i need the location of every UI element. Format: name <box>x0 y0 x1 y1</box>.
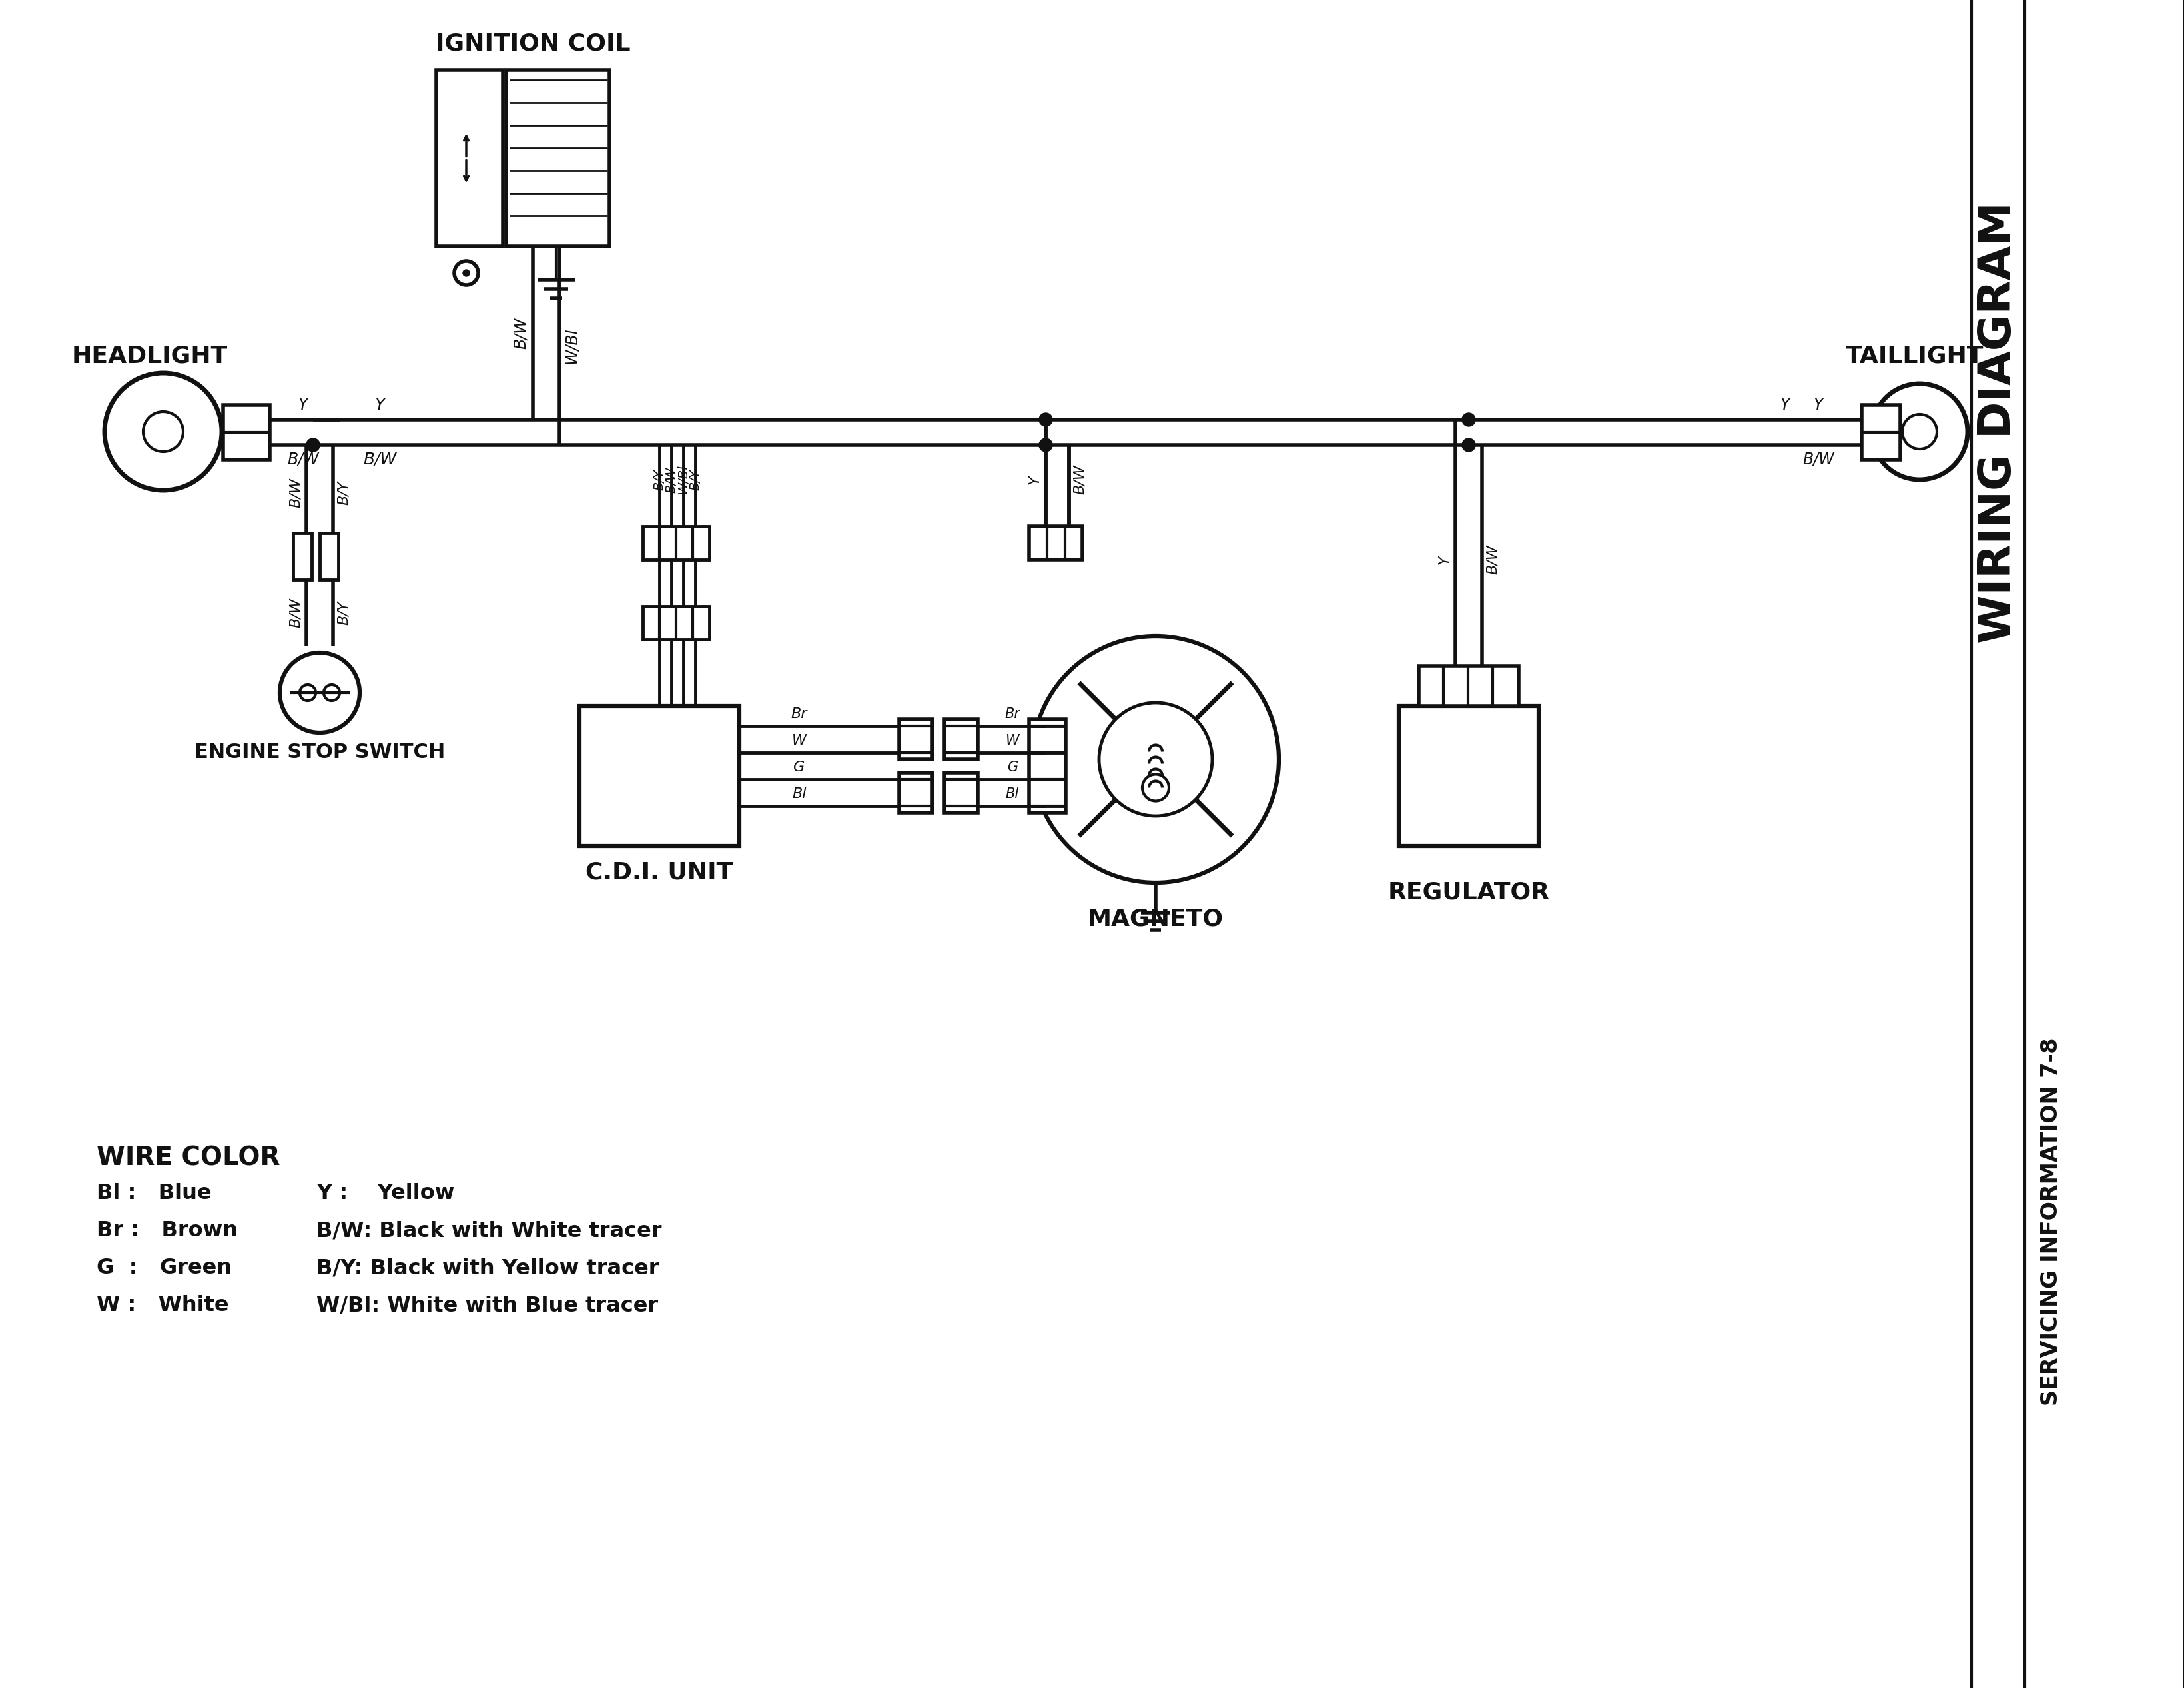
Text: G: G <box>793 761 804 775</box>
Bar <box>943 719 978 760</box>
Text: REGULATOR: REGULATOR <box>1387 881 1548 905</box>
Bar <box>900 773 933 812</box>
Text: Bl: Bl <box>793 787 806 800</box>
Text: Bl :   Blue: Bl : Blue <box>96 1183 212 1204</box>
Bar <box>1861 405 1900 459</box>
Text: B/Y: B/Y <box>653 469 666 490</box>
Text: W :   White: W : White <box>96 1295 229 1315</box>
Text: C.D.I. UNIT: C.D.I. UNIT <box>585 861 734 885</box>
Circle shape <box>1461 439 1474 452</box>
Text: W/Bl: W/Bl <box>563 327 579 365</box>
Text: B/W: B/W <box>1072 464 1085 495</box>
Bar <box>507 69 609 246</box>
Text: B/Y: B/Y <box>688 469 701 490</box>
Text: B/Y: B/Y <box>336 601 349 625</box>
Text: Y: Y <box>1029 474 1042 484</box>
Bar <box>437 69 502 246</box>
Text: B/W: B/W <box>1802 452 1835 468</box>
Circle shape <box>1461 414 1474 427</box>
Circle shape <box>463 270 470 277</box>
Bar <box>319 533 339 579</box>
Text: Br: Br <box>791 707 808 721</box>
Text: Y: Y <box>1780 397 1789 414</box>
Circle shape <box>306 439 319 452</box>
Text: Y: Y <box>299 397 308 414</box>
Text: B/W: Black with White tracer: B/W: Black with White tracer <box>317 1220 662 1241</box>
Bar <box>900 719 933 760</box>
Text: B/W: B/W <box>288 598 301 628</box>
Bar <box>642 606 710 640</box>
Bar <box>293 533 312 579</box>
Text: W: W <box>791 734 806 748</box>
Circle shape <box>1040 439 1053 452</box>
Bar <box>642 527 710 559</box>
Text: G  :   Green: G : Green <box>96 1258 232 1278</box>
Circle shape <box>306 439 319 452</box>
Bar <box>943 773 978 812</box>
Text: Bl: Bl <box>1005 787 1018 800</box>
Text: W/Bl: White with Blue tracer: W/Bl: White with Blue tracer <box>317 1295 657 1315</box>
Text: Y :    Yellow: Y : Yellow <box>317 1183 454 1204</box>
Bar <box>1417 667 1518 706</box>
Circle shape <box>1040 414 1053 427</box>
Text: SERVICING INFORMATION 7-8: SERVICING INFORMATION 7-8 <box>2040 1038 2062 1406</box>
Text: B/W: B/W <box>1485 545 1498 574</box>
Text: B/W: B/W <box>664 466 677 493</box>
Text: MAGNETO: MAGNETO <box>1088 908 1223 930</box>
Bar <box>223 405 269 459</box>
Bar <box>1029 527 1081 559</box>
Text: B/Y: Black with Yellow tracer: B/Y: Black with Yellow tracer <box>317 1258 660 1278</box>
Text: B/W: B/W <box>286 452 319 468</box>
Text: B/W: B/W <box>363 452 395 468</box>
Text: Br :   Brown: Br : Brown <box>96 1220 238 1241</box>
Text: Y: Y <box>1813 397 1824 414</box>
Text: B/W: B/W <box>513 317 529 349</box>
Text: W: W <box>1005 734 1020 748</box>
Text: W/Bl: W/Bl <box>677 464 690 495</box>
Text: Y: Y <box>373 397 384 414</box>
Text: B/W: B/W <box>288 478 301 508</box>
Text: B/Y: B/Y <box>336 481 349 505</box>
Text: HEADLIGHT: HEADLIGHT <box>72 344 227 368</box>
Text: WIRE COLOR: WIRE COLOR <box>96 1146 280 1171</box>
Text: G: G <box>1007 761 1018 775</box>
Text: WIRING DIAGRAM: WIRING DIAGRAM <box>1977 201 2020 643</box>
Text: Br: Br <box>1005 707 1020 721</box>
Text: IGNITION COIL: IGNITION COIL <box>435 32 629 54</box>
Text: TAILLIGHT: TAILLIGHT <box>1845 344 1983 368</box>
Text: Y: Y <box>1437 555 1450 564</box>
Bar <box>1029 719 1066 812</box>
Bar <box>1398 706 1538 846</box>
Text: ENGINE STOP SWITCH: ENGINE STOP SWITCH <box>194 743 446 763</box>
Bar <box>579 706 738 846</box>
